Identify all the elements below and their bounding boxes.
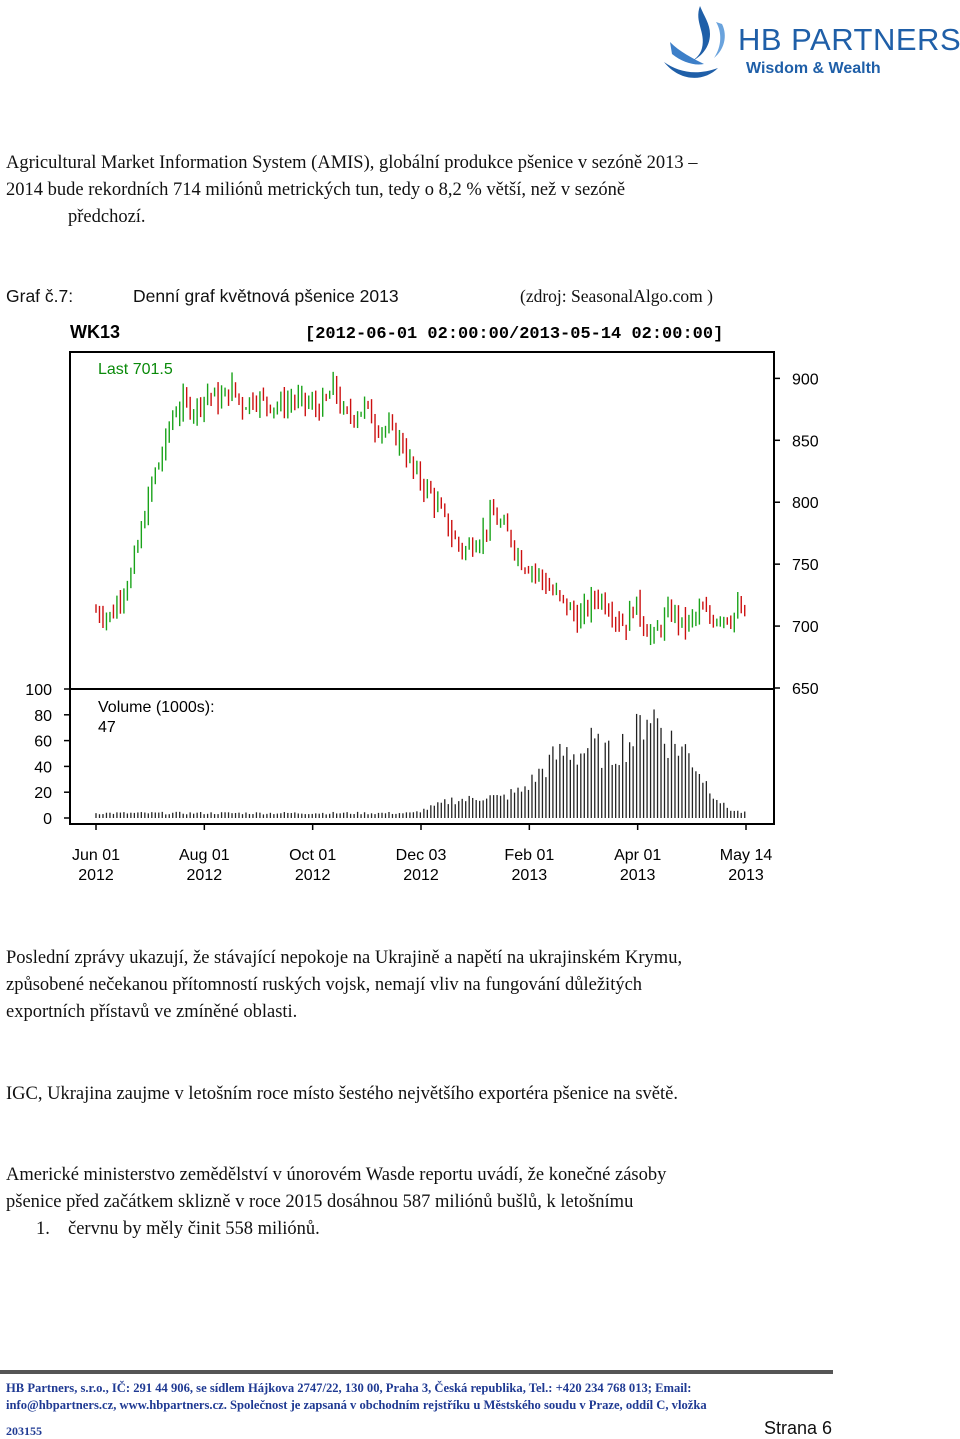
paragraph-usda-line-1: Americké ministerstvo zemědělství v únor… [6, 1165, 667, 1185]
paragraph-ukraine: Poslední zprávy ukazují, že stávající ne… [6, 945, 832, 1026]
paragraph-usda: Americké ministerstvo zemědělství v únor… [6, 1162, 832, 1243]
volume-tick-label: 100 [25, 682, 52, 699]
paragraph-usda-list-item: 1. červnu by měly činit 558 miliónů. [6, 1216, 832, 1243]
price-tick-label: 850 [792, 433, 819, 450]
volume-tick-label: 0 [43, 811, 52, 828]
paragraph-usda-line-2: pšenice před začátkem sklizně v roce 201… [6, 1192, 634, 1212]
x-tick-label: Jun 01 [72, 847, 120, 864]
volume-tick-label: 40 [34, 759, 52, 776]
paragraph-igc: IGC, Ukrajina zaujme v letošním roce mís… [6, 1081, 832, 1108]
x-tick-year: 2012 [295, 867, 331, 884]
x-tick-year: 2012 [403, 867, 439, 884]
list-marker: 1. [36, 1219, 50, 1239]
chart-range-label: [2012-06-01 02:00:00/2013-05-14 02:00:00… [305, 325, 723, 344]
caption-title: Denní graf květnová pšenice 2013 [133, 286, 399, 306]
caption-source: (zdroj: SeasonalAlgo.com ) [520, 286, 713, 306]
footer-line-1: HB Partners, s.r.o., IČ: 291 44 906, se … [6, 1381, 692, 1395]
footer-line-2: info@hbpartners.cz, www.hbpartners.cz. S… [6, 1398, 707, 1412]
volume-value: 47 [98, 719, 116, 736]
x-tick-label: Oct 01 [289, 847, 336, 864]
x-tick-label: Feb 01 [504, 847, 554, 864]
paragraph-ukraine-line-1: Poslední zprávy ukazují, že stávající ne… [6, 948, 683, 968]
x-tick-label: Apr 01 [614, 847, 661, 864]
x-tick-year: 2013 [620, 867, 656, 884]
document-id: 203155 [6, 1424, 42, 1438]
logo-tagline: Wisdom & Wealth [746, 60, 881, 77]
x-tick-label: May 14 [720, 847, 773, 864]
paragraph-ukraine-line-3: exportních přístavů ve zmíněné oblasti. [6, 1002, 298, 1022]
intro-line-3: předchozí. [68, 207, 146, 227]
last-price-label: Last 701.5 [98, 361, 173, 378]
logo-name: HB PARTNERS [738, 22, 960, 57]
paragraph-ukraine-line-2: způsobené nečekanou přítomností ruských … [6, 975, 643, 995]
plot-frame [69, 351, 775, 825]
x-tick-year: 2013 [512, 867, 548, 884]
price-tick-label: 650 [792, 681, 819, 698]
x-tick-year: 2013 [728, 867, 764, 884]
intro-paragraph: Agricultural Market Information System (… [6, 150, 832, 231]
volume-tick-label: 80 [34, 708, 52, 725]
list-text: červnu by měly činit 558 miliónů. [68, 1219, 320, 1239]
x-tick-year: 2012 [78, 867, 114, 884]
intro-line-1: Agricultural Market Information System (… [6, 153, 698, 173]
x-tick-label: Aug 01 [179, 847, 230, 864]
price-tick-label: 750 [792, 557, 819, 574]
price-tick-label: 700 [792, 619, 819, 636]
intro-line-2: 2014 bude rekordních 714 miliónů metrick… [6, 180, 626, 200]
volume-label: Volume (1000s): [98, 699, 215, 716]
volume-tick-label: 60 [34, 734, 52, 751]
x-tick-year: 2012 [187, 867, 223, 884]
chart-symbol: WK13 [70, 322, 120, 342]
logo-swoosh-icon [664, 6, 725, 78]
price-tick-label: 900 [792, 371, 819, 388]
page-number: Strana 6 [763, 1418, 832, 1438]
caption-label: Graf č.7: [6, 286, 74, 306]
chart-svg: WK13 [2012-06-01 02:00:00/2013-05-14 02:0… [25, 322, 819, 884]
footer-divider [0, 1370, 833, 1374]
price-chart: WK13 [2012-06-01 02:00:00/2013-05-14 02:0… [0, 316, 840, 891]
price-tick-label: 800 [792, 495, 819, 512]
volume-tick-label: 20 [34, 785, 52, 802]
x-tick-label: Dec 03 [396, 847, 447, 864]
company-logo: HB PARTNERS Wisdom & Wealth [660, 2, 960, 94]
footer-contact: HB Partners, s.r.o., IČ: 291 44 906, se … [6, 1380, 832, 1414]
paragraph-igc-line-1: IGC, Ukrajina zaujme v letošním roce mís… [6, 1084, 678, 1104]
